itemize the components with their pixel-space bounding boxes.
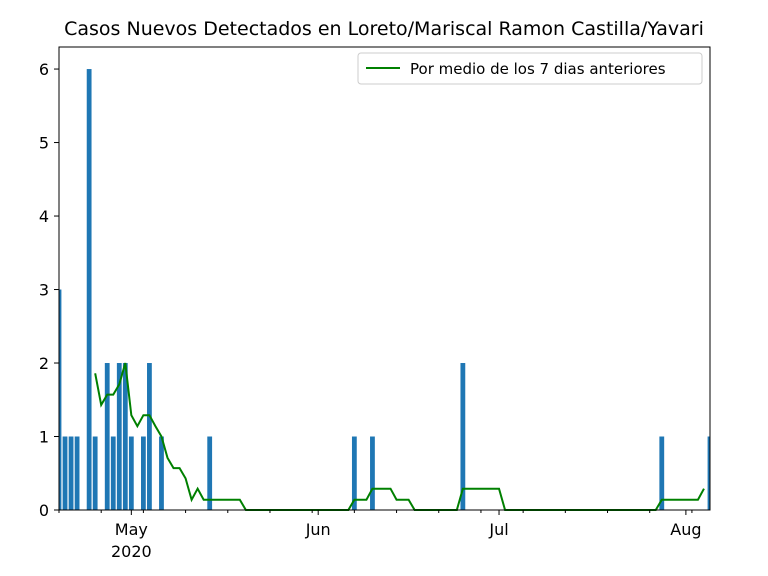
- bar-2020-06-25: [460, 363, 466, 510]
- y-tick-label-5: 5: [39, 134, 49, 153]
- x-axis: May 2020 Jun Jul Aug: [58, 510, 702, 561]
- bar-2020-06-10: [370, 436, 375, 510]
- bar-2020-05-03: [140, 436, 146, 510]
- legend-label: Por medio de los 7 dias anteriores: [410, 60, 666, 78]
- bar-2020-06-07: [351, 436, 357, 510]
- chart-title: Casos Nuevos Detectados en Loreto/Marisc…: [64, 18, 704, 40]
- bar-2020-04-30: [122, 363, 128, 510]
- bars-group: [59, 69, 710, 511]
- x-tick-label-Jul: Jul: [488, 520, 508, 539]
- bar-2020-05-14: [207, 436, 213, 510]
- bar-2020-04-24: [86, 69, 92, 511]
- bar-2020-04-20: [62, 436, 68, 510]
- bar-2020-05-01: [128, 436, 134, 510]
- bar-2020-04-22: [74, 436, 80, 510]
- x-tick-sublabel-May: 2020: [111, 542, 152, 561]
- legend-box: [357, 52, 703, 85]
- y-tick-label-3: 3: [39, 281, 49, 300]
- plot-area: [59, 69, 710, 511]
- bar-2020-04-28: [110, 436, 116, 510]
- x-tick-label-Aug: Aug: [670, 520, 701, 539]
- y-tick-label-1: 1: [39, 428, 49, 447]
- bar-2020-04-25: [92, 436, 98, 510]
- bar-2020-05-06: [159, 436, 164, 510]
- y-tick-label-0: 0: [39, 501, 49, 520]
- bar-2020-08-05: [707, 436, 710, 510]
- y-tick-label-4: 4: [39, 207, 49, 226]
- x-tick-label-Jun: Jun: [305, 520, 331, 539]
- bar-2020-05-04: [147, 363, 152, 510]
- moving-average-line: [94, 362, 705, 511]
- y-tick-label-6: 6: [39, 60, 49, 79]
- y-axis: 0 1 2 3 4 5 6: [39, 60, 59, 520]
- bar-2020-04-21: [68, 436, 74, 510]
- legend: Por medio de los 7 dias anteriores: [357, 52, 703, 85]
- x-tick-label-May: May: [115, 520, 148, 539]
- plot-frame: [58, 46, 711, 511]
- bar-2020-04-19: [59, 289, 62, 510]
- bar-2020-04-27: [104, 363, 110, 510]
- bar-2020-04-29: [116, 363, 122, 510]
- bar-2020-07-28: [659, 436, 665, 510]
- y-tick-label-2: 2: [39, 354, 49, 373]
